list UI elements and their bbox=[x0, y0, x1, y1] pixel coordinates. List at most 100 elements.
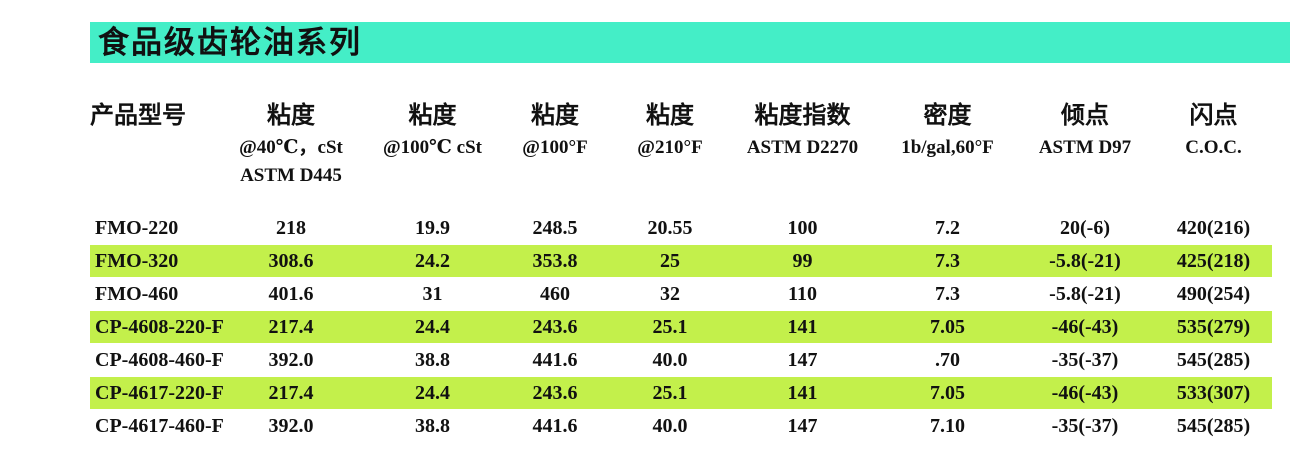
value-cell: 7.10 bbox=[930, 414, 965, 437]
value-cell: 392.0 bbox=[268, 414, 314, 437]
value-cell: 308.6 bbox=[268, 249, 314, 272]
value-cell: -46(-43) bbox=[1051, 381, 1119, 404]
value-cell: 217.4 bbox=[268, 381, 314, 404]
column-label: 产品型号 bbox=[90, 103, 186, 129]
table-header-row: 产品型号 粘度 @40℃，cSt ASTM D445 粘度 @100℃ cSt 粘度 @100… bbox=[90, 98, 1272, 190]
value-cell: 24.4 bbox=[415, 381, 450, 404]
column-label: 粘度 bbox=[408, 103, 457, 129]
product-model: CP-4617-220-F bbox=[95, 381, 224, 404]
value-cell: 243.6 bbox=[532, 381, 578, 404]
column-header-8: 闪点 C.O.C. bbox=[1155, 98, 1272, 190]
value-cell: 7.05 bbox=[930, 315, 965, 338]
value-cell: -35(-37) bbox=[1051, 414, 1119, 437]
value-cell: 441.6 bbox=[532, 414, 578, 437]
value-cell: 7.3 bbox=[935, 282, 960, 305]
table-row-fmo-220: FMO-220 218 19.9 248.5 20.55 100 7.2 20(-6) 420(… bbox=[90, 212, 1272, 245]
product-model: FMO-220 bbox=[95, 216, 179, 239]
value-cell: -5.8(-21) bbox=[1049, 282, 1121, 305]
column-label: 密度 bbox=[923, 103, 972, 129]
column-subtitle: ASTM D445 bbox=[240, 165, 342, 186]
column-subtitle: @40℃，cSt bbox=[239, 137, 343, 158]
value-cell: 40.0 bbox=[652, 348, 688, 371]
value-cell: 248.5 bbox=[532, 216, 578, 239]
column-label: 粘度 bbox=[646, 103, 694, 129]
value-cell: 25.1 bbox=[652, 381, 688, 404]
table-row-fmo-460: FMO-460 401.6 31 460 32 110 7.3 -5.8(-21) 490(25… bbox=[90, 278, 1272, 311]
value-cell: 401.6 bbox=[268, 282, 314, 305]
value-cell: 535(279) bbox=[1176, 315, 1251, 338]
product-model: FMO-320 bbox=[95, 249, 179, 272]
table-row-fmo-320: FMO-320 308.6 24.2 353.8 25 99 7.3 -5.8(-21) 425… bbox=[90, 245, 1272, 278]
column-header-4: 粘度 @210°F bbox=[615, 98, 725, 190]
value-cell: 545(285) bbox=[1176, 348, 1251, 371]
title-bar: 食品级齿轮油系列 bbox=[90, 22, 1290, 63]
column-subtitle: ASTM D97 bbox=[1038, 137, 1132, 158]
value-cell: 31 bbox=[422, 282, 443, 305]
value-cell: 392.0 bbox=[268, 348, 314, 371]
value-cell: 38.8 bbox=[415, 348, 450, 371]
product-model: CP-4617-460-F bbox=[95, 414, 224, 437]
value-cell: 25 bbox=[660, 249, 680, 272]
page-title: 食品级齿轮油系列 bbox=[98, 25, 362, 60]
value-cell: 24.4 bbox=[415, 315, 450, 338]
column-header-2: 粘度 @100℃ cSt bbox=[370, 98, 495, 190]
value-cell: .70 bbox=[935, 348, 960, 371]
column-header-5: 粘度指数 ASTM D2270 bbox=[725, 98, 880, 190]
value-cell: -35(-37) bbox=[1051, 348, 1119, 371]
value-cell: 353.8 bbox=[532, 249, 578, 272]
value-cell: 25.1 bbox=[652, 315, 688, 338]
value-cell: 24.2 bbox=[415, 249, 450, 272]
column-label: 粘度 bbox=[531, 103, 579, 129]
column-header-1: 粘度 @40℃，cSt ASTM D445 bbox=[212, 98, 370, 190]
column-label: 粘度 bbox=[267, 103, 315, 129]
column-subtitle: C.O.C. bbox=[1185, 137, 1242, 158]
value-cell: 32 bbox=[660, 282, 680, 305]
value-cell: 441.6 bbox=[532, 348, 578, 371]
column-label: 粘度指数 bbox=[754, 103, 851, 129]
product-model: FMO-460 bbox=[95, 282, 179, 305]
product-model: CP-4608-460-F bbox=[95, 348, 224, 371]
value-cell: 420(216) bbox=[1176, 216, 1251, 239]
value-cell: 217.4 bbox=[268, 315, 314, 338]
column-label: 闪点 bbox=[1189, 103, 1238, 129]
column-header-0: 产品型号 bbox=[90, 98, 212, 190]
value-cell: 533(307) bbox=[1176, 381, 1251, 404]
value-cell: 7.3 bbox=[935, 249, 960, 272]
column-subtitle: 1b/gal,60°F bbox=[901, 137, 994, 158]
column-subtitle: ASTM D2270 bbox=[746, 137, 859, 158]
value-cell: 141 bbox=[787, 315, 818, 338]
value-cell: 425(218) bbox=[1176, 249, 1251, 272]
gear-oil-spec-table: 产品型号 粘度 @40℃，cSt ASTM D445 粘度 @100℃ cSt 粘度 @100… bbox=[90, 98, 1272, 443]
value-cell: 40.0 bbox=[652, 414, 688, 437]
column-subtitle: @100°F bbox=[522, 137, 588, 158]
value-cell: 147 bbox=[787, 414, 818, 437]
column-label: 倾点 bbox=[1061, 103, 1109, 129]
value-cell: 545(285) bbox=[1176, 414, 1251, 437]
value-cell: 99 bbox=[792, 249, 813, 272]
value-cell: 218 bbox=[276, 216, 306, 239]
column-subtitle: @100℃ cSt bbox=[382, 137, 483, 158]
value-cell: 147 bbox=[787, 348, 818, 371]
value-cell: 110 bbox=[788, 282, 817, 305]
table-row-cp-4617-220-f: CP-4617-220-F 217.4 24.4 243.6 25.1 141 7.05 -4… bbox=[90, 377, 1272, 410]
value-cell: 490(254) bbox=[1176, 282, 1251, 305]
value-cell: 243.6 bbox=[532, 315, 578, 338]
value-cell: 20.55 bbox=[647, 216, 693, 239]
column-header-7: 倾点 ASTM D97 bbox=[1015, 98, 1155, 190]
product-model: CP-4608-220-F bbox=[95, 315, 224, 338]
table-row-cp-4608-460-f: CP-4608-460-F 392.0 38.8 441.6 40.0 147 .70 -35… bbox=[90, 344, 1272, 377]
value-cell: 19.9 bbox=[415, 216, 450, 239]
table-row-cp-4617-460-f: CP-4617-460-F 392.0 38.8 441.6 40.0 147 7.10 -3… bbox=[90, 410, 1272, 443]
value-cell: 7.05 bbox=[930, 381, 965, 404]
column-header-3: 粘度 @100°F bbox=[495, 98, 615, 190]
value-cell: 100 bbox=[787, 216, 818, 239]
value-cell: 141 bbox=[787, 381, 818, 404]
value-cell: -5.8(-21) bbox=[1049, 249, 1121, 272]
value-cell: 7.2 bbox=[935, 216, 960, 239]
column-subtitle: @210°F bbox=[637, 137, 703, 158]
column-header-6: 密度 1b/gal,60°F bbox=[880, 98, 1015, 190]
value-cell: 460 bbox=[540, 282, 570, 305]
value-cell: 38.8 bbox=[415, 414, 450, 437]
value-cell: 20(-6) bbox=[1060, 216, 1110, 239]
